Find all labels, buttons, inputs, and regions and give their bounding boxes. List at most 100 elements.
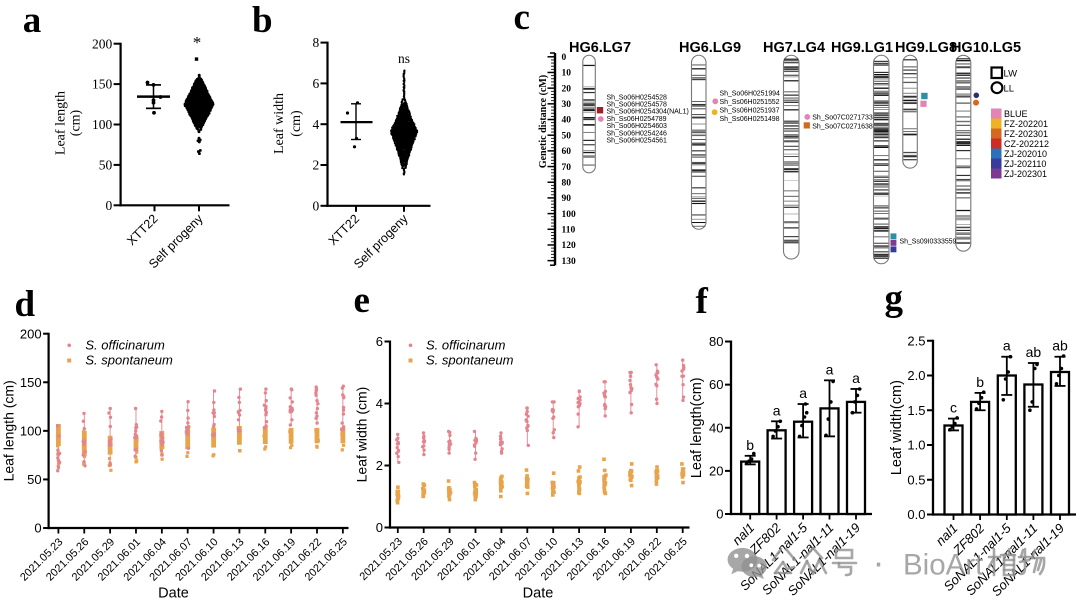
svg-text:a: a bbox=[773, 402, 781, 418]
svg-text:60: 60 bbox=[562, 147, 572, 157]
svg-text:Sh_So06H0254246: Sh_So06H0254246 bbox=[607, 130, 668, 137]
svg-text:Sh_So07C0271733: Sh_So07C0271733 bbox=[812, 115, 873, 122]
svg-text:2.0: 2.0 bbox=[907, 368, 925, 383]
svg-text:20: 20 bbox=[709, 464, 723, 479]
svg-text:Sh_So06H0254561: Sh_So06H0254561 bbox=[607, 138, 668, 145]
svg-text:200: 200 bbox=[92, 36, 113, 51]
svg-text:50: 50 bbox=[562, 131, 572, 141]
svg-text:b: b bbox=[976, 374, 984, 390]
svg-text:8: 8 bbox=[312, 35, 319, 50]
svg-text:Leaf length(cm): Leaf length(cm) bbox=[689, 377, 705, 478]
svg-text:100: 100 bbox=[20, 424, 42, 439]
svg-text:S. officinarum: S. officinarum bbox=[426, 338, 506, 353]
svg-text:40: 40 bbox=[562, 116, 572, 126]
svg-text:Sh_Ss06H0254789: Sh_Ss06H0254789 bbox=[607, 116, 667, 123]
svg-text:S. officinarum: S. officinarum bbox=[85, 338, 165, 353]
svg-text:Genetic distance (cM): Genetic distance (cM) bbox=[538, 75, 549, 168]
svg-text:80: 80 bbox=[562, 178, 572, 188]
svg-text:Sh_So06H0254528: Sh_So06H0254528 bbox=[607, 95, 668, 102]
svg-text:a: a bbox=[799, 385, 807, 401]
svg-text:Sh_So06H0254603: Sh_So06H0254603 bbox=[607, 123, 668, 130]
svg-text:0: 0 bbox=[376, 520, 383, 535]
svg-text:10: 10 bbox=[562, 69, 572, 79]
svg-text:0.5: 0.5 bbox=[907, 472, 925, 487]
svg-text:·: · bbox=[873, 542, 885, 583]
svg-text:20: 20 bbox=[562, 84, 572, 94]
svg-text:4: 4 bbox=[312, 117, 319, 132]
svg-text:6: 6 bbox=[376, 334, 383, 349]
svg-text:50: 50 bbox=[99, 158, 113, 173]
svg-text:60: 60 bbox=[709, 377, 723, 392]
svg-text:50: 50 bbox=[27, 472, 41, 487]
svg-text:Leaf length: Leaf length bbox=[54, 91, 69, 155]
svg-text:FZ-202201: FZ-202201 bbox=[1004, 119, 1048, 129]
svg-text:2.5: 2.5 bbox=[907, 333, 925, 348]
svg-text:Leaf length (cm): Leaf length (cm) bbox=[0, 380, 16, 481]
svg-text:ZJ-202010: ZJ-202010 bbox=[1004, 149, 1047, 159]
svg-text:(cm): (cm) bbox=[69, 109, 84, 136]
svg-text:Leaf width(cm): Leaf width(cm) bbox=[889, 380, 905, 475]
svg-text:HG6.LG7: HG6.LG7 bbox=[569, 40, 631, 56]
svg-text:6: 6 bbox=[312, 76, 319, 91]
svg-text:ZJ-202301: ZJ-202301 bbox=[1004, 169, 1047, 179]
svg-text:40: 40 bbox=[709, 420, 723, 435]
svg-text:HG9.LG1: HG9.LG1 bbox=[831, 40, 893, 56]
svg-text:S. spontaneum: S. spontaneum bbox=[85, 353, 173, 368]
svg-text:HG6.LG9: HG6.LG9 bbox=[679, 40, 741, 56]
svg-text:Sh_Ss06H0251498: Sh_Ss06H0251498 bbox=[720, 116, 780, 123]
svg-text:HG7.LG4: HG7.LG4 bbox=[763, 40, 825, 56]
svg-text:200: 200 bbox=[20, 326, 42, 341]
svg-text:FZ-202301: FZ-202301 bbox=[1004, 129, 1048, 139]
svg-text:*: * bbox=[193, 33, 202, 52]
svg-text:4: 4 bbox=[376, 396, 383, 411]
svg-text:Sh_So06H0254578: Sh_So06H0254578 bbox=[607, 102, 668, 109]
svg-text:Sh_Ss09I0333559: Sh_Ss09I0333559 bbox=[900, 239, 957, 246]
svg-text:0.0: 0.0 bbox=[907, 507, 925, 522]
svg-text:100: 100 bbox=[562, 210, 577, 220]
svg-text:ab: ab bbox=[1052, 338, 1068, 354]
svg-text:b: b bbox=[746, 437, 754, 453]
svg-text:0: 0 bbox=[106, 198, 113, 213]
svg-text:80: 80 bbox=[709, 334, 723, 349]
svg-text:0: 0 bbox=[562, 53, 567, 63]
svg-text:0: 0 bbox=[34, 521, 41, 536]
svg-text:0: 0 bbox=[312, 198, 319, 213]
svg-text:S. spontaneum: S. spontaneum bbox=[426, 353, 514, 368]
svg-text:1.5: 1.5 bbox=[907, 403, 925, 418]
svg-text:ns: ns bbox=[398, 51, 410, 66]
svg-text:110: 110 bbox=[562, 226, 576, 236]
svg-text:(cm): (cm) bbox=[289, 110, 304, 137]
svg-text:150: 150 bbox=[92, 77, 113, 92]
svg-text:a: a bbox=[826, 361, 834, 377]
svg-text:2: 2 bbox=[376, 458, 383, 473]
svg-text:LL: LL bbox=[1004, 84, 1015, 95]
svg-text:XTT22: XTT22 bbox=[326, 212, 362, 248]
svg-text:BioArt: BioArt bbox=[903, 549, 983, 582]
svg-text:90: 90 bbox=[562, 194, 572, 204]
svg-text:30: 30 bbox=[562, 100, 572, 110]
svg-text:HG9.LG8: HG9.LG8 bbox=[895, 40, 957, 56]
svg-text:Sh_Ss06H0251552: Sh_Ss06H0251552 bbox=[720, 99, 780, 106]
svg-text:BLUE: BLUE bbox=[1004, 109, 1028, 119]
svg-text:CZ-202212: CZ-202212 bbox=[1004, 139, 1049, 149]
svg-text:XTT22: XTT22 bbox=[124, 212, 160, 248]
svg-text:130: 130 bbox=[562, 257, 577, 267]
svg-text:ZJ-202110: ZJ-202110 bbox=[1004, 159, 1046, 169]
svg-text:0: 0 bbox=[716, 507, 723, 522]
svg-text:Leaf width: Leaf width bbox=[272, 93, 287, 154]
svg-text:Date: Date bbox=[523, 586, 554, 602]
svg-text:70: 70 bbox=[562, 163, 572, 173]
svg-text:100: 100 bbox=[92, 117, 113, 132]
svg-text:150: 150 bbox=[20, 375, 42, 390]
svg-text:2: 2 bbox=[312, 158, 319, 173]
svg-text:120: 120 bbox=[562, 241, 577, 251]
svg-text:Leaf width (cm): Leaf width (cm) bbox=[354, 387, 370, 483]
svg-text:Sh_So07C0271638: Sh_So07C0271638 bbox=[812, 124, 873, 131]
svg-text:Sh_So06H0251994: Sh_So06H0251994 bbox=[720, 91, 781, 98]
svg-text:Sh_So06H0254304(NAL1): Sh_So06H0254304(NAL1) bbox=[607, 109, 689, 116]
svg-text:LW: LW bbox=[1004, 69, 1018, 80]
svg-text:HG10.LG5: HG10.LG5 bbox=[951, 40, 1021, 56]
svg-text:Sh_Ss06H0251937: Sh_Ss06H0251937 bbox=[720, 108, 780, 115]
svg-text:a: a bbox=[1003, 338, 1011, 354]
svg-text:Date: Date bbox=[158, 586, 189, 602]
